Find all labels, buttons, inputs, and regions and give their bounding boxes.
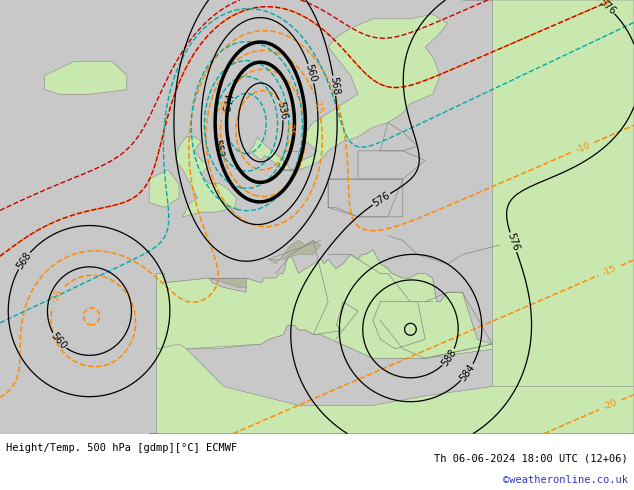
Polygon shape — [157, 250, 496, 358]
Text: -5: -5 — [600, 0, 612, 9]
Text: -15: -15 — [49, 288, 65, 305]
Text: -20: -20 — [217, 99, 230, 116]
Polygon shape — [316, 325, 341, 333]
Polygon shape — [269, 241, 321, 264]
Text: 576: 576 — [371, 190, 392, 208]
Polygon shape — [209, 278, 246, 288]
Polygon shape — [45, 61, 127, 94]
Text: 560: 560 — [304, 63, 318, 84]
Text: 584: 584 — [458, 362, 477, 383]
Text: 536: 536 — [275, 100, 288, 120]
Text: 560: 560 — [49, 331, 68, 351]
Text: 588: 588 — [439, 347, 458, 368]
Text: 544: 544 — [222, 92, 235, 112]
Text: 568: 568 — [328, 76, 340, 96]
Polygon shape — [284, 300, 297, 321]
Polygon shape — [250, 14, 448, 170]
Polygon shape — [399, 352, 418, 358]
Text: 552: 552 — [211, 138, 224, 158]
Text: 568: 568 — [15, 250, 33, 271]
Polygon shape — [175, 137, 236, 217]
Text: -25: -25 — [285, 120, 294, 135]
Polygon shape — [157, 0, 634, 434]
Text: -15: -15 — [601, 264, 618, 277]
Polygon shape — [149, 344, 634, 434]
Text: -15: -15 — [312, 98, 324, 114]
Polygon shape — [287, 283, 295, 297]
Text: Height/Temp. 500 hPa [gdmp][°C] ECMWF: Height/Temp. 500 hPa [gdmp][°C] ECMWF — [6, 443, 238, 453]
Text: -20: -20 — [602, 398, 619, 412]
Text: ©weatheronline.co.uk: ©weatheronline.co.uk — [503, 475, 628, 485]
Text: Th 06-06-2024 18:00 UTC (12+06): Th 06-06-2024 18:00 UTC (12+06) — [434, 453, 628, 463]
Text: 576: 576 — [505, 232, 521, 253]
Text: 576: 576 — [597, 0, 618, 17]
Text: -10: -10 — [574, 140, 592, 154]
Polygon shape — [149, 170, 179, 207]
